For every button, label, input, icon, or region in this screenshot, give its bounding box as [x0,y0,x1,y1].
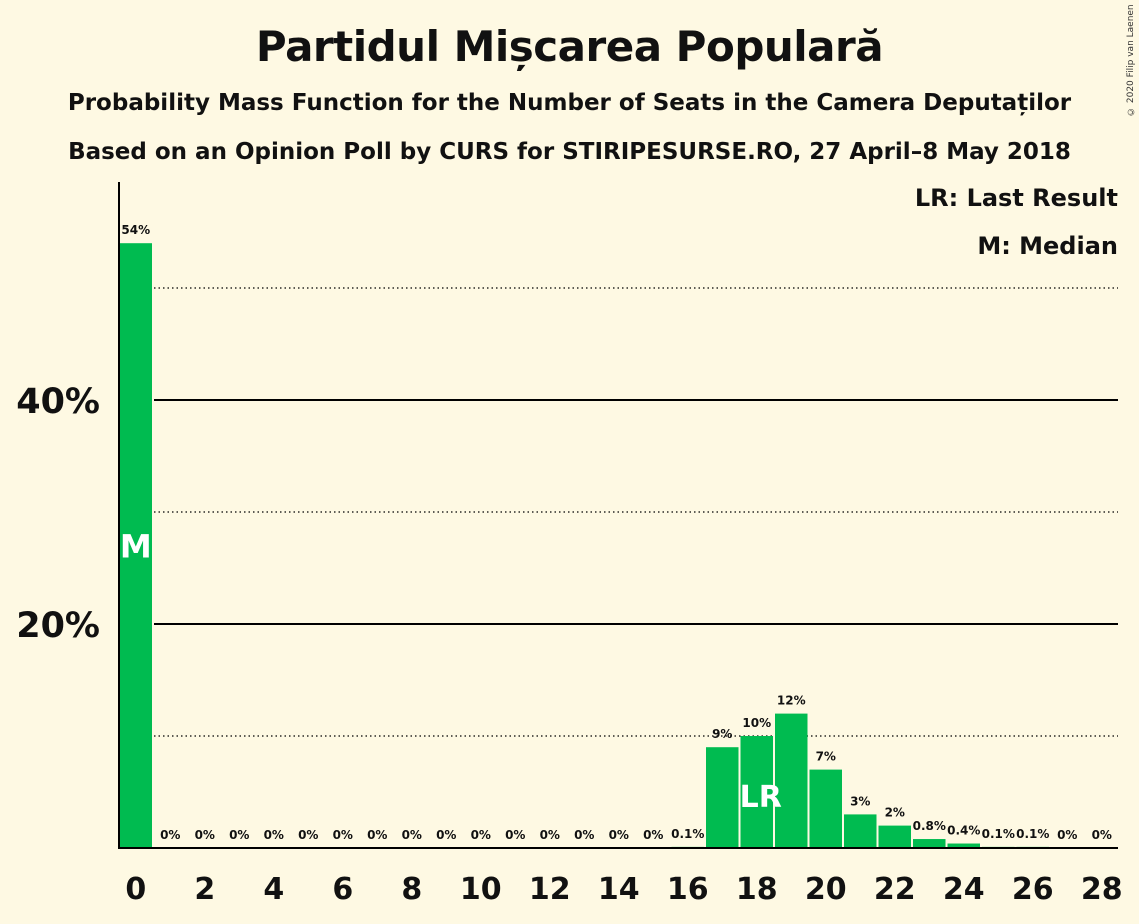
median-marker: M [120,528,152,566]
data-label-19: 12% [777,694,806,708]
data-label-25: 0.1% [982,827,1015,841]
data-label-6: 0% [333,828,353,842]
data-label-15: 0% [643,828,663,842]
data-label-20: 7% [816,750,836,764]
x-tick-label-22: 22 [874,872,916,907]
x-tick-label-4: 4 [263,872,284,907]
data-label-27: 0% [1057,828,1077,842]
bar-20 [809,769,842,848]
y-tick-label-20: 20% [16,606,100,646]
x-tick-label-28: 28 [1081,872,1123,907]
chart-subtitle: Probability Mass Function for the Number… [67,90,1072,116]
data-label-26: 0.1% [1016,827,1049,841]
x-tick-label-2: 2 [194,872,215,907]
data-label-1: 0% [160,828,180,842]
data-label-12: 0% [540,828,560,842]
x-tick-label-16: 16 [667,872,709,907]
bar-17 [706,747,739,848]
data-label-4: 0% [264,828,284,842]
x-tick-label-26: 26 [1012,872,1054,907]
data-label-28: 0% [1092,828,1112,842]
data-label-24: 0.4% [947,824,980,838]
data-label-22: 2% [885,806,905,820]
chart-source-line: Based on an Opinion Poll by CURS for STI… [68,139,1071,165]
last-result-marker: LR [740,780,782,815]
data-label-5: 0% [298,828,318,842]
data-label-3: 0% [229,828,249,842]
bar-18 [740,736,773,848]
chart-title: Partidul Mișcarea Populară [255,22,884,71]
data-label-11: 0% [505,828,525,842]
data-label-16: 0.1% [671,827,704,841]
x-tick-label-8: 8 [401,872,422,907]
bar-0 [119,243,152,848]
legend-last-result: LR: Last Result [914,184,1118,212]
x-tick-label-6: 6 [332,872,353,907]
y-tick-label-40: 40% [16,382,100,422]
data-label-7: 0% [367,828,387,842]
data-label-14: 0% [609,828,629,842]
x-tick-label-24: 24 [943,872,985,907]
x-tick-label-10: 10 [460,872,502,907]
legend-median: M: Median [977,232,1118,260]
bar-19 [775,713,808,848]
x-tick-label-0: 0 [125,872,146,907]
x-tick-label-12: 12 [529,872,571,907]
data-label-2: 0% [195,828,215,842]
bar-21 [844,814,877,848]
data-label-18: 10% [742,716,771,730]
data-label-21: 3% [850,794,870,808]
data-label-8: 0% [402,828,422,842]
x-tick-label-20: 20 [805,872,847,907]
data-label-13: 0% [574,828,594,842]
data-label-10: 0% [471,828,491,842]
data-label-17: 9% [712,727,732,741]
data-label-9: 0% [436,828,456,842]
x-tick-label-18: 18 [736,872,778,907]
bar-22 [878,825,911,848]
x-tick-label-14: 14 [598,872,640,907]
bar-24 [947,843,980,848]
data-label-0: 54% [121,223,150,237]
bar-23 [913,839,946,848]
data-label-23: 0.8% [913,819,946,833]
